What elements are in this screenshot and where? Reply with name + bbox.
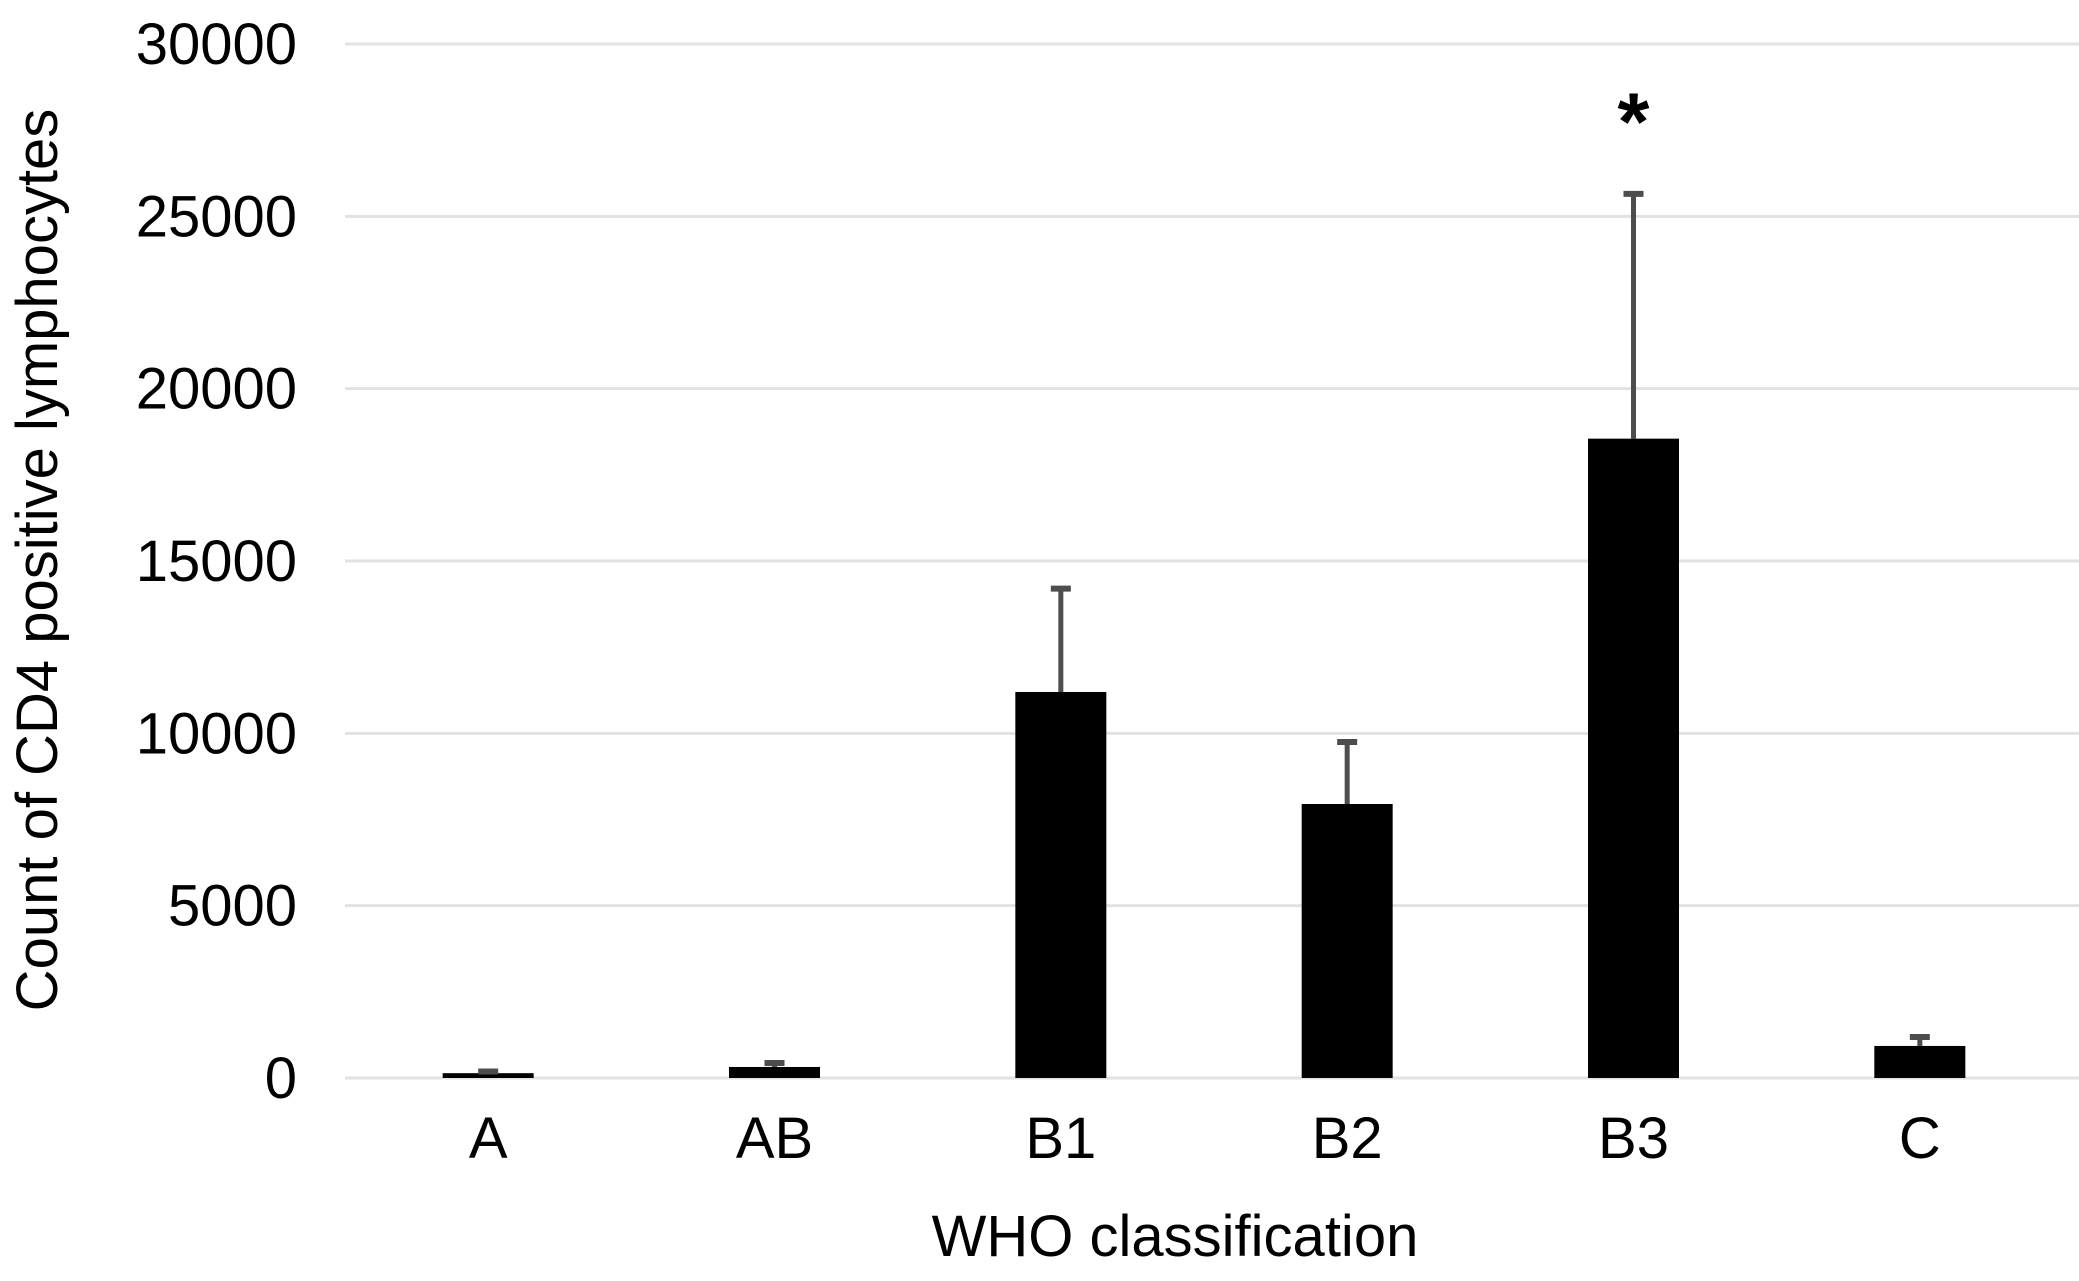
significance-asterisk: * [1618,77,1650,168]
bar-B2 [1301,803,1393,1078]
bar-A [442,1073,534,1078]
x-axis-title: WHO classification [931,1204,1419,1269]
x-category-label-C: C [1899,1106,1941,1171]
bar-B1 [1015,691,1107,1078]
x-category-label-B1: B1 [1025,1106,1096,1171]
x-category-label-B2: B2 [1312,1106,1383,1171]
y-tick-label-10000: 10000 [136,701,297,766]
y-tick-label-0: 0 [265,1046,297,1111]
x-category-label-A: A [469,1106,508,1171]
y-tick-label-25000: 25000 [136,184,297,249]
y-tick-label-30000: 30000 [136,12,297,77]
y-tick-label-20000: 20000 [136,357,297,422]
y-tick-label-15000: 15000 [136,529,297,594]
y-tick-label-5000: 5000 [168,874,297,939]
x-category-label-AB: AB [736,1106,813,1171]
bar-B3 [1588,438,1679,1079]
bar-C [1874,1045,1966,1078]
x-category-label-B3: B3 [1598,1106,1669,1171]
bar-AB [729,1066,820,1078]
